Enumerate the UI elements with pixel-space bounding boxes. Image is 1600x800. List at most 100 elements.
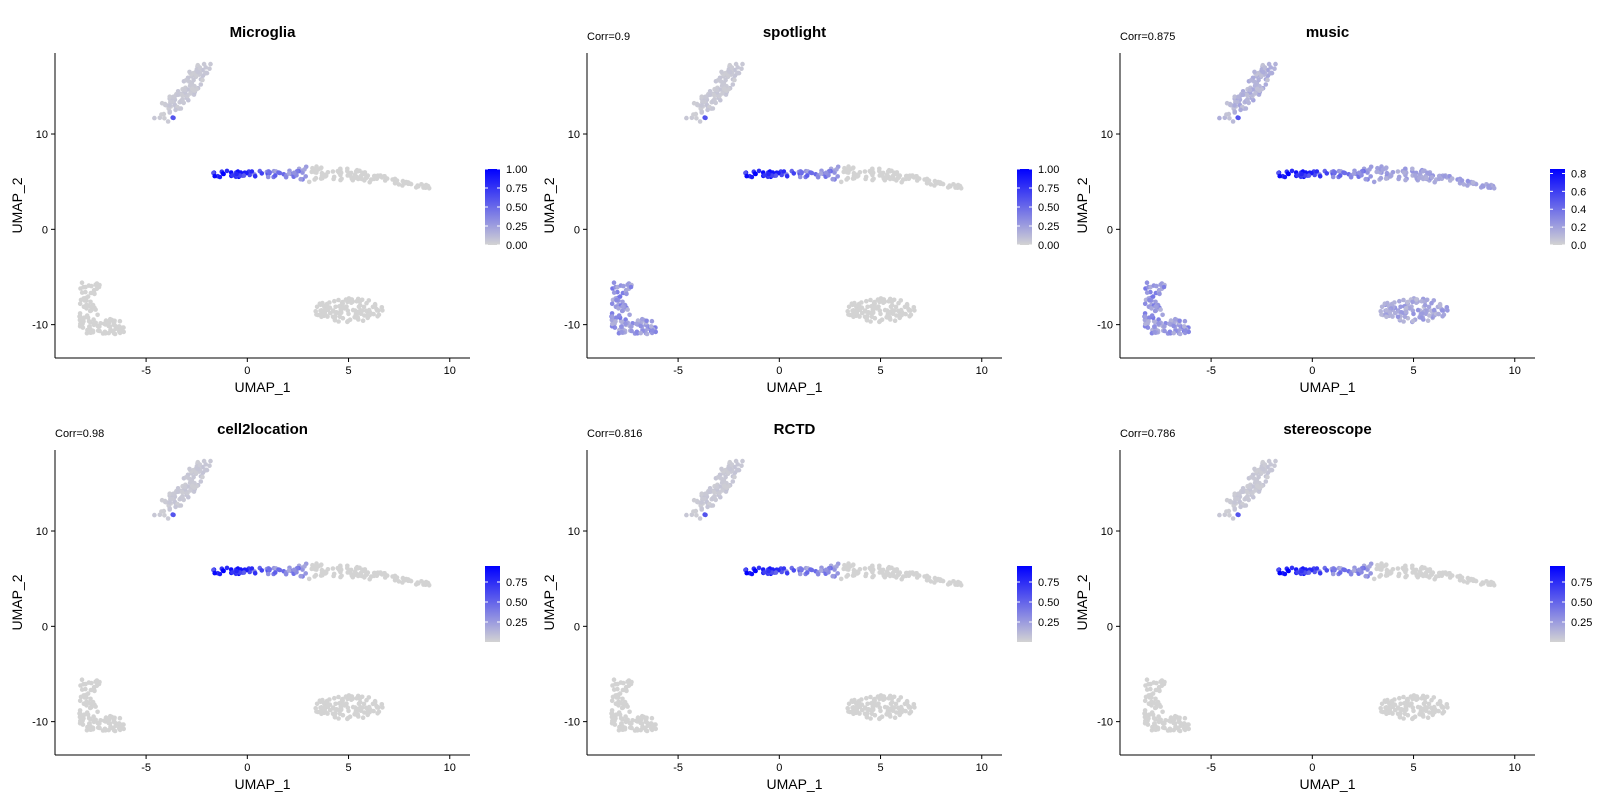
cell-point: [1142, 314, 1148, 319]
cell-point: [1356, 170, 1362, 176]
cell-point: [835, 174, 840, 179]
cell-point: [77, 714, 83, 720]
x-tick-label: 5: [345, 365, 351, 377]
cell-point: [649, 715, 655, 721]
cell-point: [845, 309, 850, 314]
cell-point: [1306, 570, 1312, 575]
cell-point: [79, 677, 85, 682]
cell-point: [345, 696, 350, 702]
cell-point: [892, 318, 898, 324]
x-tick-label: 5: [877, 365, 883, 377]
cell-point: [904, 303, 910, 309]
cell-point: [367, 576, 373, 582]
cell-point: [1410, 299, 1415, 305]
y-tick-label: 10: [36, 129, 48, 141]
cell-point: [342, 703, 347, 708]
cell-point: [1152, 324, 1157, 329]
cell-point: [868, 716, 873, 721]
x-axis-title: UMAP_1: [766, 776, 822, 792]
cell-point: [380, 308, 385, 313]
cell-point: [830, 573, 835, 579]
corr-label: Corr=0.816: [587, 428, 642, 440]
cell-point: [345, 318, 351, 324]
cell-point: [106, 727, 111, 733]
cell-point: [619, 726, 624, 732]
cell-point: [1384, 308, 1389, 313]
panel-title: RCTD: [774, 421, 816, 438]
cell-point: [81, 716, 86, 721]
x-tick-label: 5: [1410, 365, 1416, 377]
cell-point: [1256, 77, 1261, 83]
cell-point: [159, 112, 164, 117]
cell-point: [1156, 321, 1161, 327]
cell-point: [619, 308, 625, 314]
cell-point: [865, 304, 870, 310]
cell-point: [1259, 470, 1264, 476]
cell-point: [868, 170, 874, 175]
cell-point: [1230, 119, 1236, 124]
cell-point: [291, 567, 297, 573]
cell-point: [286, 171, 292, 176]
cell-point: [842, 165, 847, 171]
cell-point: [1230, 516, 1236, 521]
cell-point: [1330, 571, 1336, 577]
cell-point: [117, 318, 123, 324]
cell-point: [298, 176, 304, 182]
cell-point: [171, 491, 176, 497]
x-tick-label: 5: [877, 762, 883, 774]
cell-point: [714, 484, 720, 490]
cell-point: [87, 721, 92, 726]
cell-point: [1171, 330, 1176, 336]
cell-point: [893, 304, 899, 310]
cell-point: [753, 171, 758, 177]
cell-point: [638, 720, 643, 726]
cell-point: [1378, 309, 1383, 314]
cell-point: [1429, 300, 1434, 306]
cell-point: [799, 567, 804, 572]
x-tick-label: 10: [444, 365, 456, 377]
cell-point: [165, 516, 171, 521]
colorbar-label: 0.2: [1571, 222, 1586, 234]
cell-point: [1152, 308, 1158, 314]
cell-point: [265, 571, 271, 577]
cell-point: [208, 61, 213, 67]
cell-point: [159, 497, 165, 503]
cell-point: [714, 87, 720, 93]
cell-point: [1420, 169, 1426, 174]
cell-point: [891, 572, 896, 578]
cell-point: [357, 699, 363, 705]
cell-point: [953, 582, 958, 587]
cell-point: [851, 308, 856, 313]
cell-point: [756, 565, 762, 571]
cell-point: [212, 570, 217, 576]
colorbar-label: 0.75: [506, 577, 527, 589]
colorbar-label: 0.75: [1038, 183, 1059, 195]
cell-point: [1232, 500, 1237, 505]
cell-point: [1152, 726, 1157, 732]
cell-point: [106, 330, 111, 336]
cell-point: [346, 708, 351, 714]
corr-label: Corr=0.875: [1120, 31, 1175, 43]
cell-point: [1368, 174, 1373, 179]
cell-point: [859, 300, 864, 305]
cell-point: [345, 166, 350, 172]
cell-point: [1397, 695, 1402, 701]
colorbar: [1017, 566, 1032, 642]
cell-point: [1405, 299, 1410, 305]
cell-point: [1257, 88, 1262, 93]
cell-point: [1437, 700, 1443, 705]
colorbar: [1017, 169, 1032, 245]
cell-point: [859, 697, 864, 702]
cell-point: [1177, 318, 1182, 324]
cell-point: [1182, 715, 1188, 721]
cell-point: [77, 314, 83, 319]
y-tick-label: 0: [1107, 224, 1113, 236]
cell-point: [1273, 61, 1278, 67]
cell-point: [894, 710, 899, 715]
cell-point: [175, 92, 181, 98]
cell-point: [349, 297, 354, 302]
cell-point: [823, 170, 829, 176]
cell-point: [1166, 718, 1172, 724]
cell-point: [1436, 311, 1441, 317]
cell-point: [302, 167, 307, 172]
